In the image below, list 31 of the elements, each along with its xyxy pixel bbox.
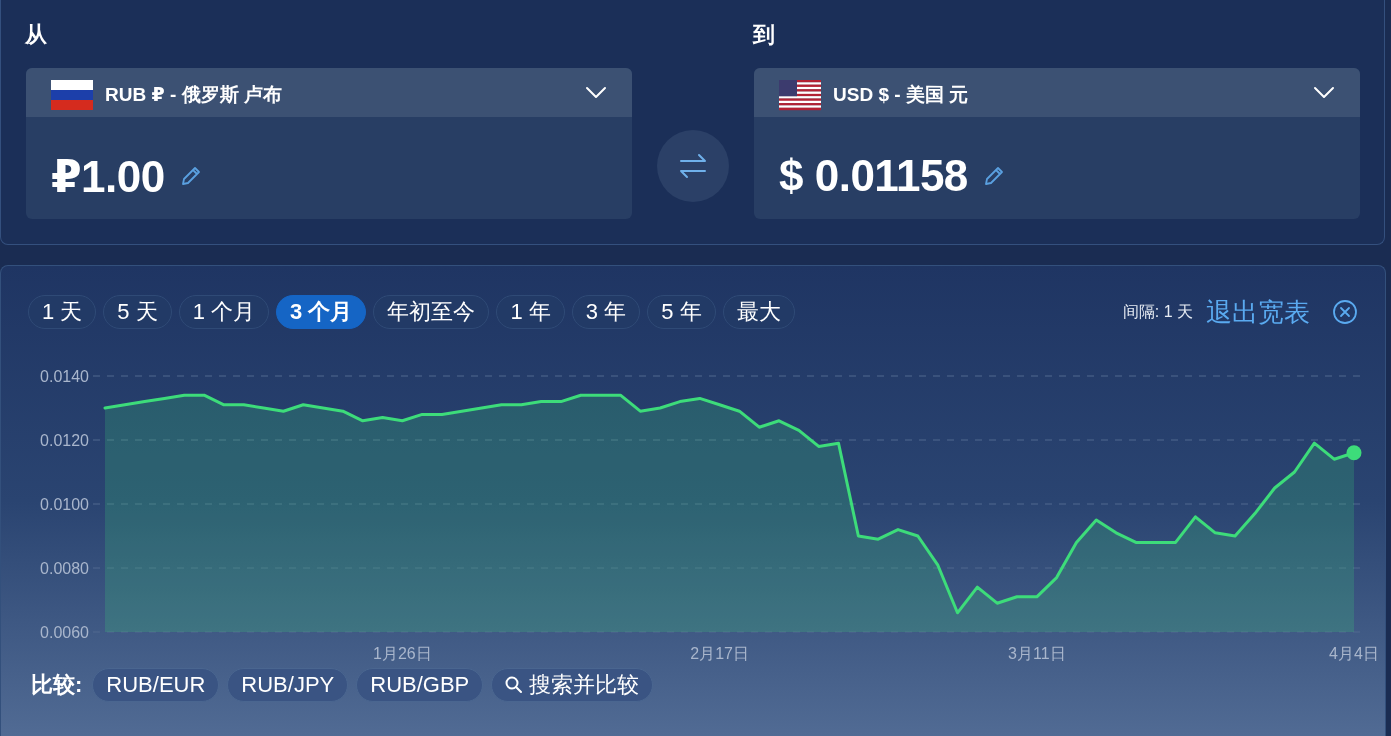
text: RUB/EUR (106, 671, 206, 699)
x-tick-label: 1月26日 (373, 644, 432, 662)
text: 搜索并比较 (529, 671, 640, 699)
y-tick-label: 0.0140 (40, 367, 90, 385)
text: ₽1.00 (51, 150, 165, 202)
text: 从 (25, 21, 47, 49)
text: 间隔: 1 天 (1122, 301, 1193, 322)
y-tick-label: 0.0080 (40, 559, 90, 577)
text: 1 年 (496, 295, 565, 329)
x-tick-label: 2月17日 (690, 644, 749, 662)
text: RUB/JPY (241, 671, 335, 699)
text: 1 个月 (178, 295, 270, 329)
text: 1 天 (28, 295, 97, 329)
text: 年初至今 (373, 295, 490, 329)
x-tick-label: 3月11日 (1008, 644, 1066, 662)
text: 到 (753, 21, 775, 49)
text: 比较: (31, 671, 83, 699)
text: USD $ - 美国 元 (833, 83, 969, 107)
text: 5 天 (103, 295, 172, 329)
y-tick-label: 0.0100 (40, 495, 90, 513)
text: $ 0.01158 (779, 151, 968, 201)
text: 最大 (722, 295, 795, 329)
x-tick-label: 4月4日 (1329, 644, 1379, 662)
text: RUB ₽ - 俄罗斯 卢布 (105, 83, 282, 107)
y-tick-label: 0.0120 (40, 431, 90, 449)
text: 3 个月 (276, 295, 367, 329)
y-tick-label: 0.0060 (40, 623, 90, 641)
text: 5 年 (647, 295, 716, 329)
text: 退出宽表 (1206, 295, 1310, 329)
text: RUB/GBP (370, 671, 470, 699)
text: 3 年 (571, 295, 641, 329)
